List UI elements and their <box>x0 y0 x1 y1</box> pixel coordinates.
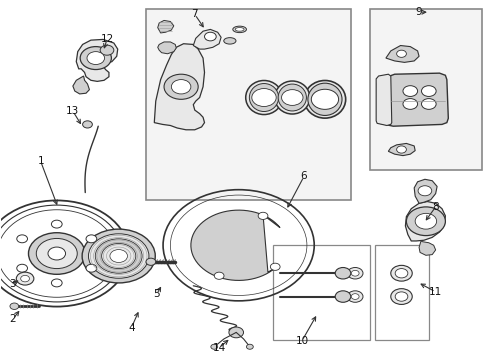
Polygon shape <box>158 21 173 33</box>
Circle shape <box>334 291 350 302</box>
Ellipse shape <box>278 84 306 111</box>
Polygon shape <box>190 210 280 280</box>
Polygon shape <box>405 202 445 241</box>
Circle shape <box>270 263 280 270</box>
Circle shape <box>402 99 417 109</box>
Text: 5: 5 <box>153 289 160 299</box>
Circle shape <box>346 291 362 302</box>
Circle shape <box>146 258 156 265</box>
Circle shape <box>16 272 34 285</box>
Circle shape <box>350 270 358 276</box>
Text: 7: 7 <box>191 9 198 19</box>
Circle shape <box>28 233 85 274</box>
Text: 2: 2 <box>10 314 16 324</box>
Bar <box>374 245 428 339</box>
Circle shape <box>20 275 29 282</box>
Bar <box>369 9 482 170</box>
Circle shape <box>171 80 190 94</box>
Text: 8: 8 <box>431 202 438 212</box>
Ellipse shape <box>232 26 246 33</box>
Ellipse shape <box>274 81 309 114</box>
Circle shape <box>390 289 411 305</box>
Ellipse shape <box>224 38 236 44</box>
Polygon shape <box>158 42 176 54</box>
Ellipse shape <box>307 83 341 116</box>
Circle shape <box>82 229 155 283</box>
Circle shape <box>251 89 276 107</box>
Text: 6: 6 <box>300 171 306 181</box>
Circle shape <box>48 247 65 260</box>
Circle shape <box>88 234 149 278</box>
Text: 4: 4 <box>128 323 134 333</box>
Circle shape <box>246 344 253 349</box>
Circle shape <box>214 272 224 279</box>
Circle shape <box>204 32 216 41</box>
Circle shape <box>102 243 136 269</box>
Circle shape <box>421 86 435 96</box>
Polygon shape <box>193 30 221 49</box>
Circle shape <box>163 74 198 99</box>
Circle shape <box>394 269 407 278</box>
Circle shape <box>51 220 62 228</box>
Polygon shape <box>73 76 89 94</box>
Circle shape <box>346 267 362 279</box>
Polygon shape <box>376 73 447 126</box>
Ellipse shape <box>304 81 345 118</box>
Text: 1: 1 <box>37 156 44 166</box>
Circle shape <box>36 238 77 269</box>
Circle shape <box>406 207 445 235</box>
Circle shape <box>95 239 142 273</box>
Text: 11: 11 <box>428 287 441 297</box>
Circle shape <box>417 186 431 196</box>
Circle shape <box>402 86 417 96</box>
Circle shape <box>17 235 27 243</box>
Circle shape <box>258 212 267 220</box>
Circle shape <box>311 89 338 109</box>
Bar <box>272 245 369 339</box>
Text: 14: 14 <box>212 343 225 353</box>
Circle shape <box>110 249 127 262</box>
Circle shape <box>51 279 62 287</box>
Ellipse shape <box>235 28 244 31</box>
Circle shape <box>334 267 350 279</box>
Circle shape <box>228 327 243 338</box>
Polygon shape <box>387 143 414 156</box>
Circle shape <box>80 46 111 69</box>
Circle shape <box>394 292 407 301</box>
Circle shape <box>86 235 97 243</box>
Text: 10: 10 <box>295 336 308 346</box>
Circle shape <box>281 90 303 105</box>
Circle shape <box>100 45 114 55</box>
Circle shape <box>414 213 436 229</box>
Circle shape <box>17 264 27 272</box>
Polygon shape <box>418 241 435 255</box>
Circle shape <box>87 51 104 64</box>
Circle shape <box>10 303 19 310</box>
Bar <box>146 9 350 200</box>
Text: 12: 12 <box>100 35 113 44</box>
Polygon shape <box>154 44 204 130</box>
Ellipse shape <box>249 84 278 112</box>
Circle shape <box>82 121 92 128</box>
Circle shape <box>0 201 129 307</box>
Circle shape <box>396 146 406 153</box>
Polygon shape <box>375 74 391 126</box>
Circle shape <box>396 50 406 57</box>
Text: 3: 3 <box>10 279 16 289</box>
Polygon shape <box>385 45 418 62</box>
Circle shape <box>86 264 97 272</box>
Polygon shape <box>76 40 118 81</box>
Circle shape <box>350 294 358 300</box>
Polygon shape <box>413 179 436 203</box>
Ellipse shape <box>245 81 282 114</box>
Text: 13: 13 <box>66 106 80 116</box>
Circle shape <box>390 265 411 281</box>
Circle shape <box>210 344 217 349</box>
Text: 9: 9 <box>415 7 422 17</box>
Circle shape <box>421 99 435 109</box>
